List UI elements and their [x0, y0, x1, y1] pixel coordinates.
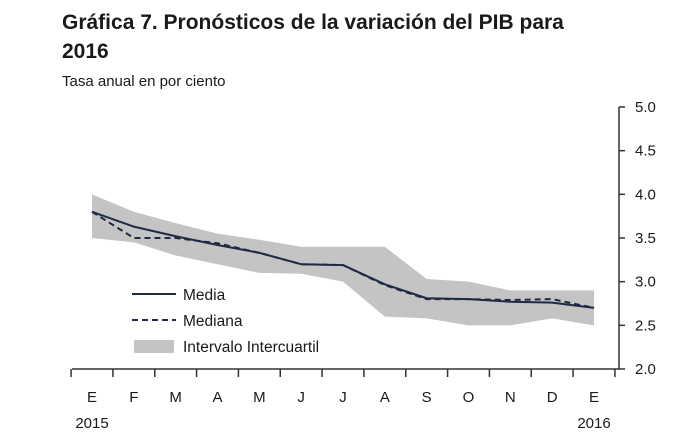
- x-tick-label: N: [505, 389, 516, 406]
- x-tick-label: O: [463, 389, 475, 406]
- x-tick-label: E: [87, 389, 97, 406]
- x-tick-label: M: [169, 389, 182, 406]
- y-tick-label: 3.0: [635, 274, 656, 291]
- legend-label-intervalo: Intervalo Intercuartil: [183, 339, 319, 356]
- legend-swatch-intervalo: [134, 340, 174, 353]
- y-tick-label: 3.5: [635, 230, 656, 247]
- chart-title: Gráfica 7. Pronósticos de la variación d…: [62, 11, 564, 63]
- x-tick-label: J: [339, 389, 347, 406]
- x-tick-label: S: [422, 389, 432, 406]
- series-line-mediana: [91, 210, 595, 309]
- y-tick-label: 4.5: [635, 143, 656, 160]
- interquartile-band: [92, 194, 594, 326]
- y-tick-label: 2.0: [635, 361, 656, 378]
- y-tick-label: 4.0: [635, 186, 656, 203]
- x-year-label: 2015: [75, 415, 108, 432]
- x-tick-label: J: [297, 389, 305, 406]
- x-year-label: 2016: [577, 415, 610, 432]
- x-tick-label: A: [212, 389, 222, 406]
- x-tick-label: M: [253, 389, 266, 406]
- chart-subtitle: Tasa anual en por ciento: [62, 73, 226, 90]
- legend: Media Mediana Intervalo Intercuartil: [132, 287, 319, 356]
- legend-label-media: Media: [183, 287, 226, 304]
- x-tick-label: D: [547, 389, 558, 406]
- x-tick-label: F: [129, 389, 138, 406]
- y-tick-label: 5.0: [635, 99, 656, 116]
- x-tick-label: E: [589, 389, 599, 406]
- x-tick-label: A: [380, 389, 390, 406]
- legend-label-mediana: Mediana: [183, 313, 243, 330]
- y-tick-label: 2.5: [635, 317, 656, 334]
